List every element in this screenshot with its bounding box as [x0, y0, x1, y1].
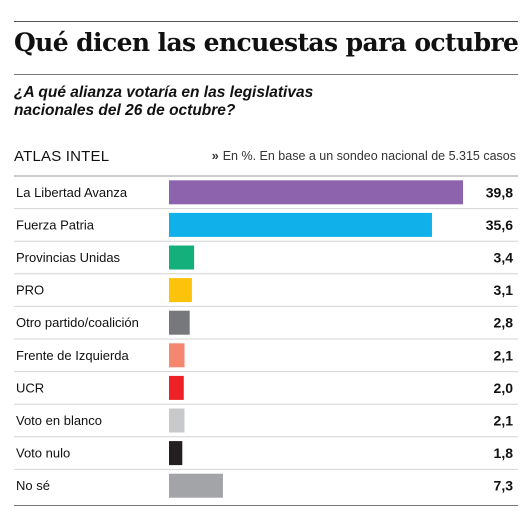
- subtitle-line-2: nacionales del 26 de octubre?: [14, 102, 236, 119]
- category-label-voto-nulo: Voto nulo: [16, 446, 70, 461]
- chart-title: Qué dicen las encuestas para octubre: [14, 28, 519, 57]
- bar-voto-en-blanco: [169, 408, 185, 433]
- value-label-la-libertad-avanza: 39,8: [486, 184, 513, 200]
- chart-note: » En %. En base a un sondeo nacional de 5…: [212, 149, 516, 163]
- bar-provincias-unidas: [169, 245, 195, 270]
- value-label-voto-en-blanco: 2,1: [494, 413, 514, 429]
- value-label-otro-partido-coalicion: 2,8: [494, 315, 514, 331]
- double-chevron-icon: »: [211, 149, 219, 163]
- category-label-voto-en-blanco: Voto en blanco: [16, 413, 102, 428]
- category-label-ucr: UCR: [16, 380, 44, 395]
- category-label-la-libertad-avanza: La Libertad Avanza: [16, 185, 128, 200]
- value-label-provincias-unidas: 3,4: [494, 250, 514, 266]
- bottom-rule: [14, 505, 518, 506]
- top-rule: [14, 21, 518, 22]
- category-label-provincias-unidas: Provincias Unidas: [16, 250, 121, 265]
- value-label-no-se: 7,3: [494, 478, 514, 494]
- bar-no-se: [169, 473, 223, 498]
- category-label-pro: PRO: [16, 283, 44, 298]
- category-label-fuerza-patria: Fuerza Patria: [16, 217, 95, 232]
- chart-subtitle: ¿A qué alianza votaría en las legislativ…: [14, 84, 374, 120]
- value-label-frente-de-izquierda: 2,1: [494, 347, 514, 363]
- bar-otro-partido-coalicion: [169, 310, 190, 335]
- value-label-voto-nulo: 1,8: [494, 445, 514, 461]
- value-label-fuerza-patria: 35,6: [486, 217, 513, 233]
- subtitle-line-1: ¿A qué alianza votaría en las legislativ…: [14, 84, 314, 101]
- value-label-pro: 3,1: [494, 282, 514, 298]
- bar-ucr: [169, 375, 184, 400]
- bar-pro: [169, 278, 192, 303]
- value-label-ucr: 2,0: [494, 380, 514, 396]
- bar-frente-de-izquierda: [169, 343, 185, 368]
- category-label-frente-de-izquierda: Frente de Izquierda: [16, 348, 130, 363]
- source-label: ATLAS INTEL: [14, 148, 110, 165]
- note-text: En %. En base a un sondeo nacional de 5.…: [222, 149, 516, 163]
- title-divider: [14, 74, 518, 75]
- bar-la-libertad-avanza: [169, 180, 463, 205]
- bar-voto-nulo: [169, 441, 183, 466]
- category-label-no-se: No sé: [16, 478, 50, 493]
- bar-fuerza-patria: [169, 212, 432, 237]
- category-label-otro-partido-coalicion: Otro partido/coalición: [16, 315, 139, 330]
